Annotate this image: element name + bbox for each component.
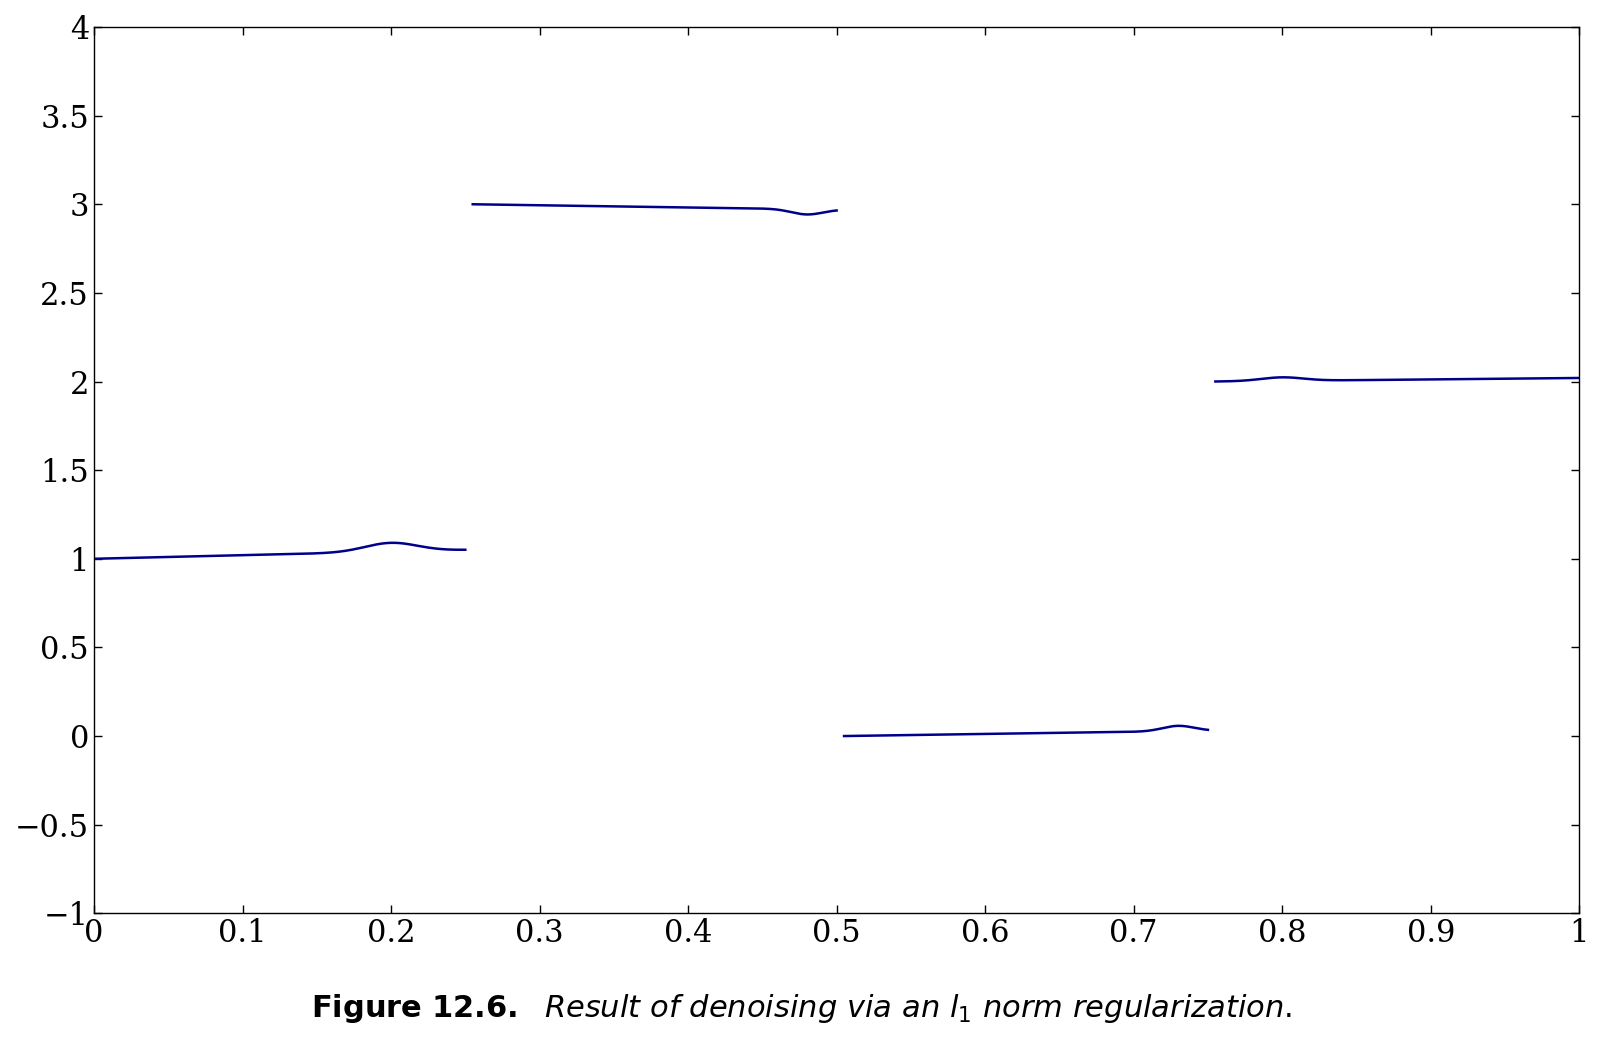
Text: $\mathbf{Figure\ 12.6.}$$\mathit{\ \ Result\ of\ denoising\ via\ an\ }$$\mathit{: $\mathbf{Figure\ 12.6.}$$\mathit{\ \ Res… — [311, 991, 1293, 1025]
